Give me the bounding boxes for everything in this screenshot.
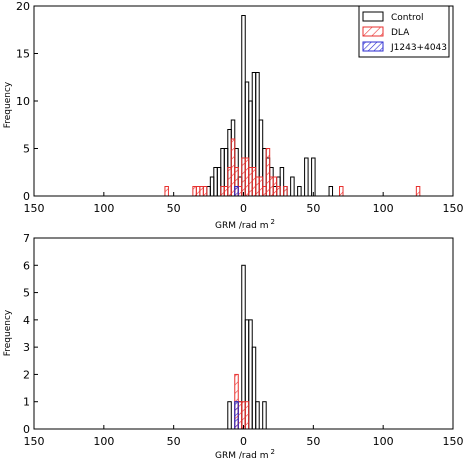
x-tick-label: 150 xyxy=(443,202,463,215)
histogram-bar xyxy=(237,186,243,197)
histogram-bar xyxy=(279,167,285,197)
x-tick-label: 150 xyxy=(24,202,45,215)
x-tick-label: 0 xyxy=(240,435,247,448)
legend-swatch-j1243 xyxy=(362,41,384,52)
histogram-bar xyxy=(304,157,309,197)
histogram-bar xyxy=(251,346,257,430)
histogram-bar xyxy=(227,167,232,197)
histogram-bar xyxy=(199,186,204,197)
legend-swatch-dla xyxy=(362,26,384,37)
histogram-bar xyxy=(237,401,243,430)
histogram-bar xyxy=(209,176,215,197)
histogram-bar xyxy=(195,186,201,197)
y-tick-label: 3 xyxy=(23,341,30,354)
histogram-bar xyxy=(241,157,246,197)
y-tick-label: 0 xyxy=(23,190,30,203)
histogram-bar xyxy=(262,186,267,197)
histogram-bar xyxy=(311,157,316,197)
histogram-bar xyxy=(258,176,264,197)
histogram-bar xyxy=(244,157,250,197)
histogram-bar xyxy=(223,186,229,197)
y-tick-label: 6 xyxy=(23,259,30,272)
y-tick-label: 0 xyxy=(23,423,30,436)
plot-frame xyxy=(33,237,454,430)
histogram-bar xyxy=(255,176,260,197)
histogram-bar xyxy=(415,186,421,197)
x-tick-label: 100 xyxy=(373,435,394,448)
histogram-bar xyxy=(255,401,260,430)
histogram-bar xyxy=(234,186,239,197)
histogram-bar xyxy=(262,401,267,430)
x-tick-label: 50 xyxy=(167,202,181,215)
y-tick-label: 20 xyxy=(16,0,30,13)
histogram-bar xyxy=(248,319,253,430)
histogram-bar xyxy=(230,138,236,197)
y-tick-label: 15 xyxy=(16,48,30,61)
legend-label-control: Control xyxy=(391,13,424,23)
bars xyxy=(227,264,267,430)
histogram-bar xyxy=(164,186,169,197)
y-tick-label: 4 xyxy=(23,314,30,327)
x-tick-label: 50 xyxy=(306,435,320,448)
x-tick-label: 50 xyxy=(306,202,320,215)
x-tick-label: 150 xyxy=(443,435,463,448)
series-j1243-4043 xyxy=(234,186,239,197)
histogram-bar xyxy=(339,186,344,197)
x-tick-label: 50 xyxy=(167,435,181,448)
series-dla xyxy=(164,138,421,197)
histogram-bar xyxy=(213,167,218,197)
histogram-bar xyxy=(297,186,302,197)
legend-label-dla: DLA xyxy=(391,28,410,38)
x-tick-label: 0 xyxy=(240,202,247,215)
histogram-bar xyxy=(290,176,295,197)
histogram-bar xyxy=(220,186,225,197)
histogram-bar xyxy=(251,167,257,197)
histogram-bar xyxy=(283,186,288,197)
histogram-bar xyxy=(276,186,281,197)
y-tick-label: 5 xyxy=(23,143,30,156)
x-tick-label: 100 xyxy=(93,202,114,215)
y-axis-title: Frequency xyxy=(3,81,13,128)
y-axis-title: Frequency xyxy=(3,309,13,356)
histogram-bar xyxy=(328,186,334,197)
histogram-bar xyxy=(248,167,253,197)
histogram-bar xyxy=(272,176,278,197)
histogram-bar xyxy=(244,401,250,430)
histogram-bar xyxy=(265,148,271,197)
x-tick-label: 100 xyxy=(373,202,394,215)
histogram-bar xyxy=(202,186,208,197)
histogram-bar xyxy=(206,186,211,197)
series-j1243-4043 xyxy=(234,401,239,430)
histogram-bar xyxy=(269,176,274,197)
histogram-bar xyxy=(227,401,232,430)
histogram-bar xyxy=(234,401,239,430)
x-tick-label: 100 xyxy=(93,435,114,448)
legend: Control DLA J1243+4043 xyxy=(358,5,450,58)
legend-label-j1243: J1243+4043 xyxy=(390,43,447,53)
y-tick-label: 1 xyxy=(23,396,30,409)
histogram-bar xyxy=(216,167,222,197)
y-tick-label: 10 xyxy=(16,95,30,108)
legend-swatch-control xyxy=(362,11,384,22)
y-tick-label: 2 xyxy=(23,368,30,381)
x-tick-label: 150 xyxy=(24,435,45,448)
y-tick-label: 7 xyxy=(23,232,30,245)
bars xyxy=(164,15,421,197)
histogram-bar xyxy=(192,186,197,197)
y-tick-label: 5 xyxy=(23,287,30,300)
histogram-bar xyxy=(241,401,246,430)
